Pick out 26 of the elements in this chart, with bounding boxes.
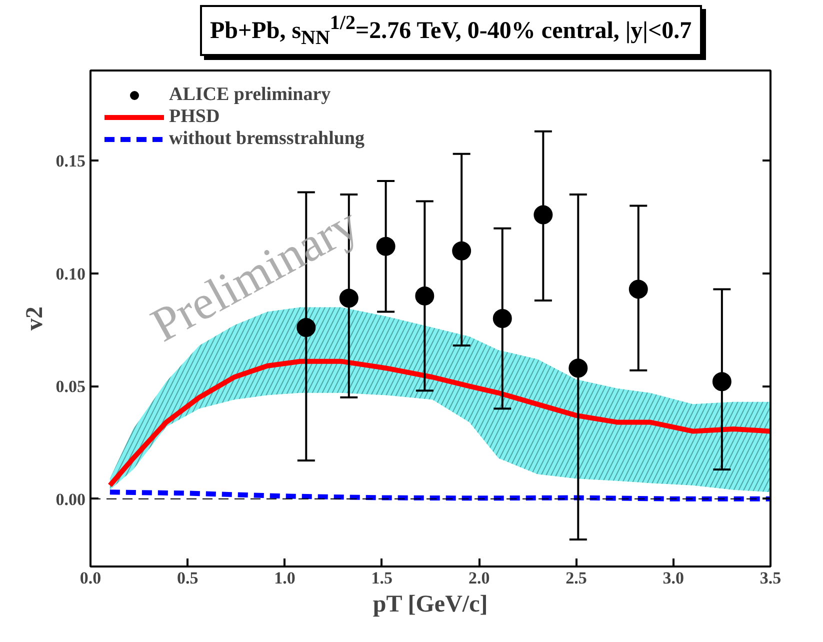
legend-label: PHSD [169,106,220,128]
y-tick-label: 0.00 [56,490,86,509]
x-tick-label: 3.5 [760,568,782,588]
point [415,286,434,306]
y-tick-label: 0.15 [56,152,86,171]
legend-label: ALICE preliminary [169,84,331,106]
y-tick-label: 0.10 [56,264,86,284]
point [452,241,472,260]
y-axis-title: v2 [22,306,48,330]
point [568,358,588,378]
legend-label: without bremsstrahlung [169,128,364,150]
x-axis-title: pT [GeV/c] [372,592,488,618]
x-tick-label: 0.5 [177,568,198,588]
point [628,280,648,299]
x-tick-label: 2.0 [468,568,490,588]
point [534,205,553,224]
point [712,372,732,392]
point [376,236,396,256]
y-tick-label: 0.05 [56,377,86,396]
chart-title: Pb+Pb, s$_{NN}$$^{1/2}$=2.76 TeV, 0-40% central, |y|<0.7 [200,5,702,56]
point [492,309,512,328]
x-tick-label: 3.0 [662,568,684,588]
x-tick-label: 1.5 [371,568,393,588]
x-tick-label: 2.5 [566,568,587,588]
x-tick-label: 0.0 [80,568,102,588]
x-tick-label: 1.0 [274,568,296,588]
